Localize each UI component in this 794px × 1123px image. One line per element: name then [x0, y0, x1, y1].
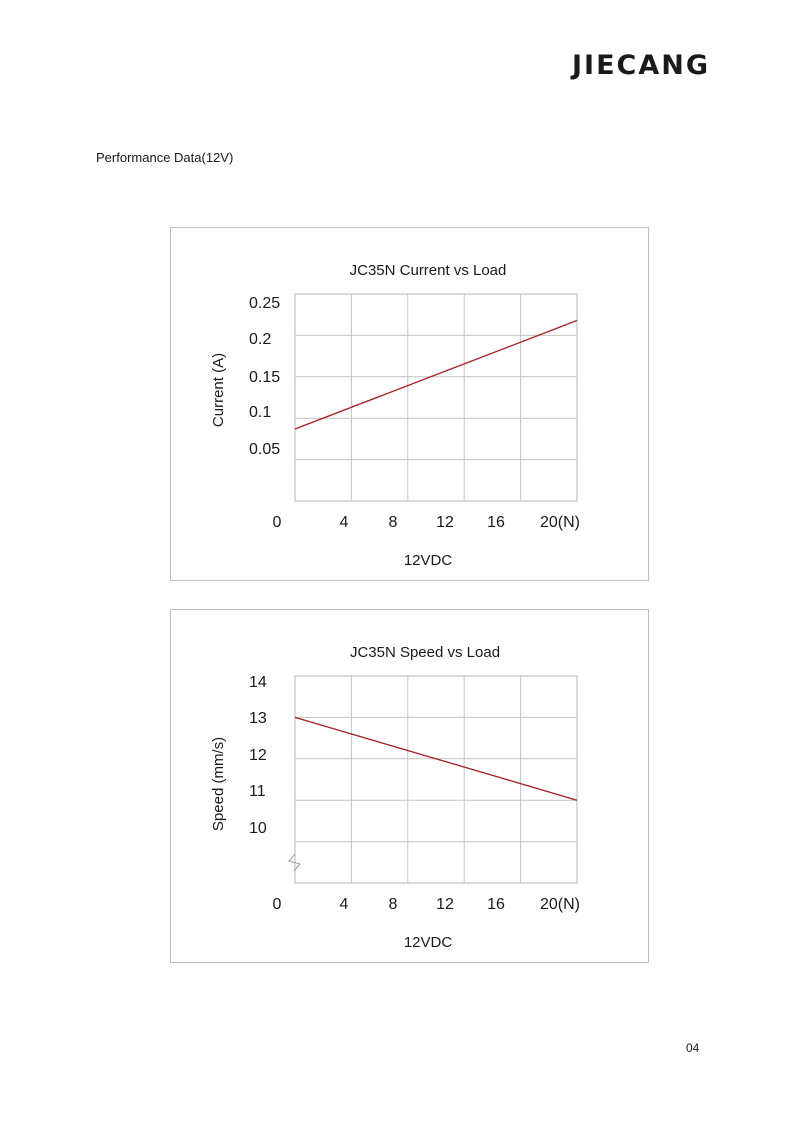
y-tick-label: 0.25	[249, 295, 280, 312]
data-series-line	[294, 716, 578, 801]
x-axis-label: 12VDC	[404, 934, 453, 951]
x-tick-label: 12	[436, 896, 454, 913]
chart-title: JC35N Current vs Load	[350, 262, 507, 279]
y-axis-label: Speed (mm/s)	[210, 737, 227, 831]
page-number: 04	[686, 1041, 700, 1055]
y-tick-label: 0.15	[249, 369, 280, 386]
chart-title: JC35N Speed vs Load	[350, 644, 500, 661]
y-tick-label: 10	[249, 820, 267, 837]
x-tick-label: 8	[389, 896, 398, 913]
y-axis-label: Current (A)	[210, 353, 227, 427]
plot-area	[294, 293, 578, 502]
speed-vs-load-chart: JC35N Speed vs Load 12VDC Speed (mm/s) 0…	[170, 609, 649, 963]
x-tick-label: 0	[273, 514, 282, 531]
data-series-line	[294, 319, 578, 430]
x-tick-label: 12	[436, 514, 454, 531]
y-tick-label: 0.05	[249, 441, 280, 458]
x-tick-label: 16	[487, 896, 505, 913]
axis-break-marker	[288, 853, 301, 872]
y-tick-label: 11	[249, 783, 266, 800]
y-tick-label: 12	[249, 747, 267, 764]
section-title: Performance Data(12V)	[96, 150, 234, 165]
x-axis-label: 12VDC	[404, 552, 453, 569]
x-tick-label: 16	[487, 514, 505, 531]
speed-chart-svg: JC35N Speed vs Load 12VDC Speed (mm/s) 0…	[210, 644, 580, 951]
x-tick-label: 4	[340, 896, 349, 913]
brand-logo: JIECANG	[572, 50, 711, 81]
x-tick-label: 0	[273, 896, 282, 913]
y-tick-label: 0.1	[249, 404, 271, 421]
x-tick-label: 20(N)	[540, 896, 580, 913]
x-tick-label: 4	[340, 514, 349, 531]
x-tick-label: 8	[389, 514, 398, 531]
y-tick-label: 13	[249, 710, 267, 727]
current-chart-svg: JC35N Current vs Load 12VDC Current (A) …	[210, 262, 580, 569]
plot-area	[294, 675, 578, 884]
y-tick-label: 14	[249, 674, 267, 691]
current-vs-load-chart: JC35N Current vs Load 12VDC Current (A) …	[170, 227, 649, 581]
x-tick-label: 20(N)	[540, 514, 580, 531]
y-tick-label: 0.2	[249, 331, 271, 348]
